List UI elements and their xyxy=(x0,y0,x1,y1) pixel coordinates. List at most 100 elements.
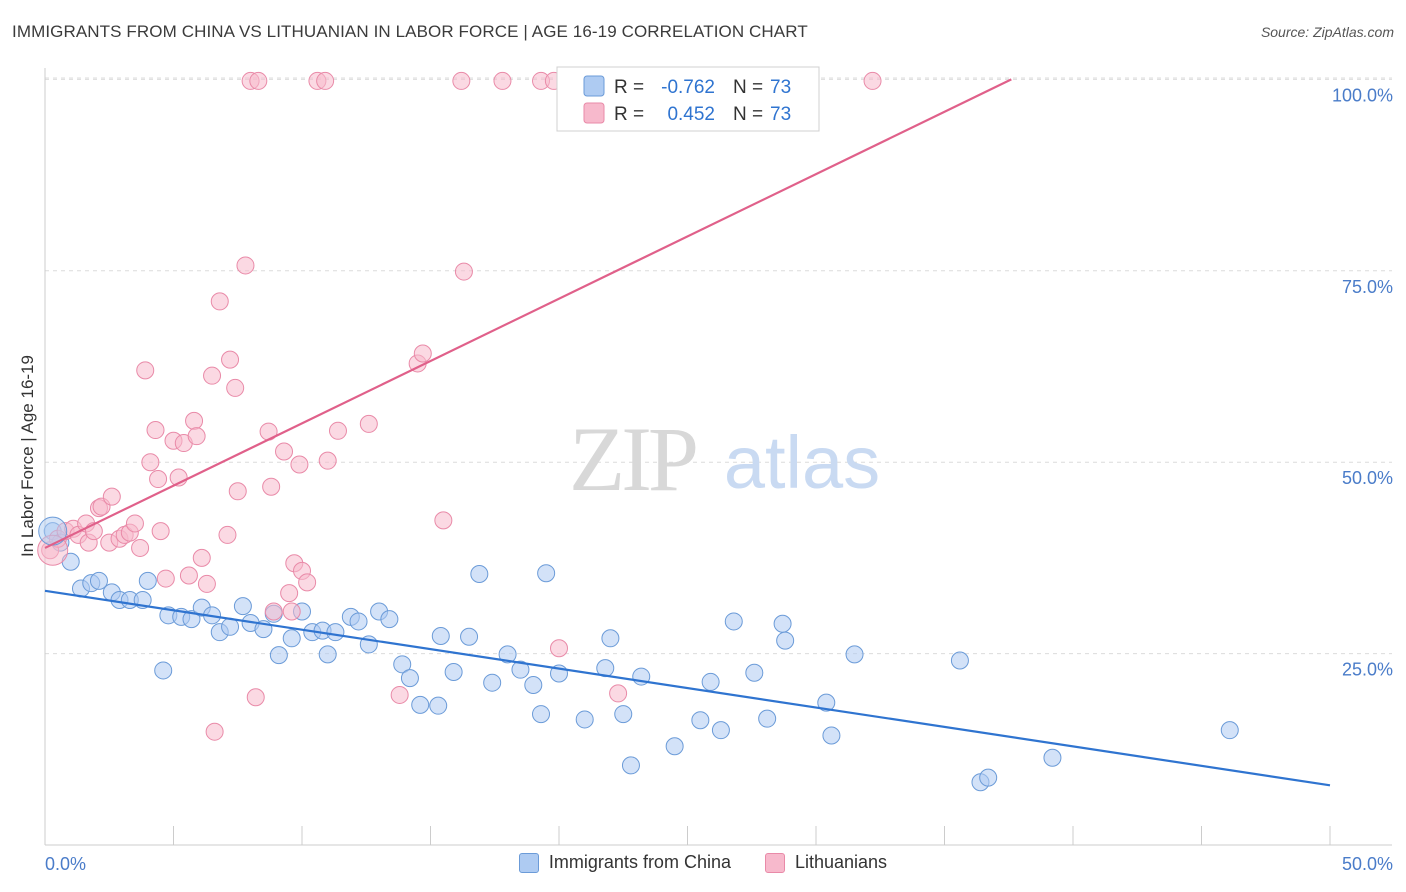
lithuanian-point xyxy=(203,366,222,385)
lithuanian-point xyxy=(187,427,206,446)
axis-layer: 25.0% 50.0% 75.0% 100.0% 0.0% 50.0% xyxy=(44,68,1393,874)
lithuanian-point xyxy=(280,584,299,603)
lithuanian-point xyxy=(197,574,216,593)
stats-r-label-china: R = xyxy=(614,77,644,98)
china-point xyxy=(349,612,368,631)
china-point xyxy=(431,626,450,645)
china-point xyxy=(182,610,201,629)
stats-r-value-china: -0.762 xyxy=(661,77,715,98)
china-point xyxy=(701,672,720,691)
stats-n-label-china: N = xyxy=(733,77,763,98)
china-point xyxy=(411,695,430,714)
lithuanian-point xyxy=(390,685,409,704)
lithuanian-point xyxy=(609,684,628,703)
china-point xyxy=(470,564,489,583)
china-point xyxy=(614,705,633,724)
lithuanian-point xyxy=(452,71,471,90)
legend-label-lithuanians: Lithuanians xyxy=(794,852,888,872)
lithuanian-point xyxy=(863,71,882,90)
china-point xyxy=(575,710,594,729)
stats-swatch-china xyxy=(583,75,605,97)
stats-box: R = -0.762 N = 73 R = 0.452 N = 73 xyxy=(556,66,820,132)
lithuanian-point xyxy=(328,421,347,440)
lithuanian-point xyxy=(125,514,144,533)
grid-layer xyxy=(45,77,1392,655)
lithuanian-point xyxy=(131,538,150,557)
china-point xyxy=(724,612,743,631)
watermark-atlas: atlas xyxy=(724,421,880,504)
china-point xyxy=(154,661,173,680)
y-tick-label: 100.0% xyxy=(1332,85,1393,105)
lithuanian-point xyxy=(493,71,512,90)
legend-label-china: Immigrants from China xyxy=(548,852,731,872)
lithuanian-point xyxy=(149,470,168,489)
y-axis-label: In Labor Force | Age 16-19 xyxy=(18,355,37,557)
lithuanian-point xyxy=(262,477,281,496)
lithuanian-point xyxy=(192,548,211,567)
china-point xyxy=(1043,748,1062,767)
china-point xyxy=(950,651,969,670)
lithuanian-point xyxy=(221,350,240,369)
china-point xyxy=(711,721,730,740)
china-point xyxy=(498,645,517,664)
legend-swatch-china xyxy=(518,852,539,873)
china-point xyxy=(380,610,399,629)
china-point xyxy=(665,737,684,756)
china-point xyxy=(773,614,792,633)
lithuanian-point xyxy=(136,361,155,380)
lithuanian-point xyxy=(205,722,224,741)
lithuanian-trend-line xyxy=(44,78,1012,549)
lithuanian-point xyxy=(146,421,165,440)
china-point xyxy=(822,726,841,745)
chart-title: IMMIGRANTS FROM CHINA VS LITHUANIAN IN L… xyxy=(12,22,808,41)
y-tick-label: 75.0% xyxy=(1342,277,1393,297)
china-point xyxy=(537,564,556,583)
lithuanian-point xyxy=(318,451,337,470)
china-point xyxy=(691,711,710,730)
stats-n-label-lithuanians: N = xyxy=(733,104,763,125)
china-cluster-point xyxy=(38,516,68,546)
stats-r-label-lithuanians: R = xyxy=(614,104,644,125)
stats-n-value-lithuanians: 73 xyxy=(770,104,791,125)
china-point xyxy=(758,709,777,728)
china-point xyxy=(511,660,530,679)
china-point xyxy=(221,617,240,636)
china-point xyxy=(429,696,448,715)
lithuanian-point xyxy=(179,566,198,585)
china-point xyxy=(444,662,463,681)
lithuanian-point xyxy=(264,602,283,621)
lithuanian-point xyxy=(275,442,294,461)
china-point xyxy=(400,669,419,688)
china-point xyxy=(621,756,640,775)
legend: Immigrants from China Lithuanians xyxy=(0,852,1406,873)
china-point xyxy=(138,571,157,590)
legend-swatch-lithuanians xyxy=(764,852,785,873)
x-tick-label: 0.0% xyxy=(45,854,86,874)
lithuanian-point xyxy=(102,487,121,506)
lithuanian-point xyxy=(290,455,309,474)
china-point xyxy=(483,673,502,692)
lithuanian-point xyxy=(236,256,255,275)
china-point xyxy=(845,645,864,664)
legend-item-china[interactable]: Immigrants from China xyxy=(518,852,731,873)
lithuanian-point xyxy=(210,292,229,311)
lithuanian-point xyxy=(218,525,237,544)
lithuanian-point xyxy=(249,71,268,90)
lithuanian-point xyxy=(151,522,170,541)
y-tick-label: 25.0% xyxy=(1342,660,1393,680)
stats-r-value-lithuanians: 0.452 xyxy=(667,104,715,125)
china-point xyxy=(460,627,479,646)
y-tick-label: 50.0% xyxy=(1342,468,1393,488)
legend-item-lithuanians[interactable]: Lithuanians xyxy=(764,852,888,873)
china-trend-line xyxy=(44,589,1331,787)
lithuanian-point xyxy=(413,344,432,363)
china-point xyxy=(1220,721,1239,740)
lithuanian-point xyxy=(141,453,160,472)
china-point xyxy=(776,631,795,650)
china-point xyxy=(233,597,252,616)
lithuanian-point xyxy=(228,482,247,501)
china-point xyxy=(817,693,836,712)
china-point xyxy=(282,629,301,648)
china-point xyxy=(601,629,620,648)
china-point xyxy=(532,705,551,724)
